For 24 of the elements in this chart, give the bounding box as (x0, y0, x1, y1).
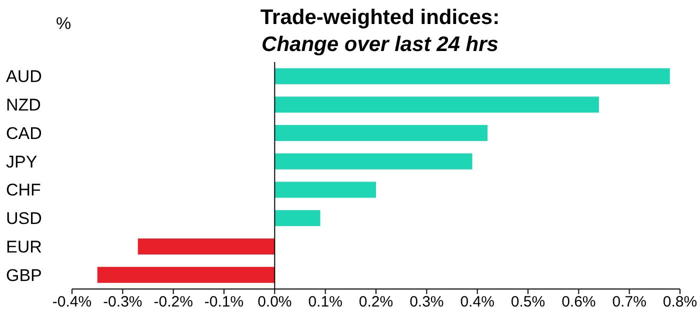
y-tick-label: CHF (6, 180, 41, 200)
y-tick-label: GBP (6, 266, 42, 285)
x-tick-label: 0.6% (562, 294, 596, 311)
x-tick-label: 0.8% (662, 294, 698, 311)
y-tick-label: USD (6, 209, 42, 228)
x-tick-label: -0.2% (154, 294, 193, 311)
y-tick-label: CAD (6, 124, 42, 143)
x-tick-label: 0.0% (258, 294, 292, 311)
y-tick-label: NZD (6, 96, 41, 115)
x-tick-label: 0.7% (612, 294, 646, 311)
x-tick-label: 0.3% (410, 294, 444, 311)
text: % (56, 14, 72, 34)
chart-subtitle: Change over last 24 hrs (260, 32, 500, 58)
x-tick-label: 0.4% (460, 294, 494, 311)
x-tick-label: -0.4% (52, 294, 92, 311)
x-tick-label: -0.3% (103, 294, 142, 311)
y-tick-label: JPY (6, 152, 38, 172)
x-tick-label: -0.1% (204, 294, 244, 311)
x-tick-label: 0.1% (308, 294, 342, 311)
y-tick-label: EUR (6, 237, 42, 256)
x-tick-label: 0.5% (510, 294, 546, 311)
x-tick-label: 0.2% (358, 294, 394, 311)
y-tick-label: AUD (6, 67, 42, 86)
chart-title: Trade-weighted indices: (259, 5, 501, 31)
